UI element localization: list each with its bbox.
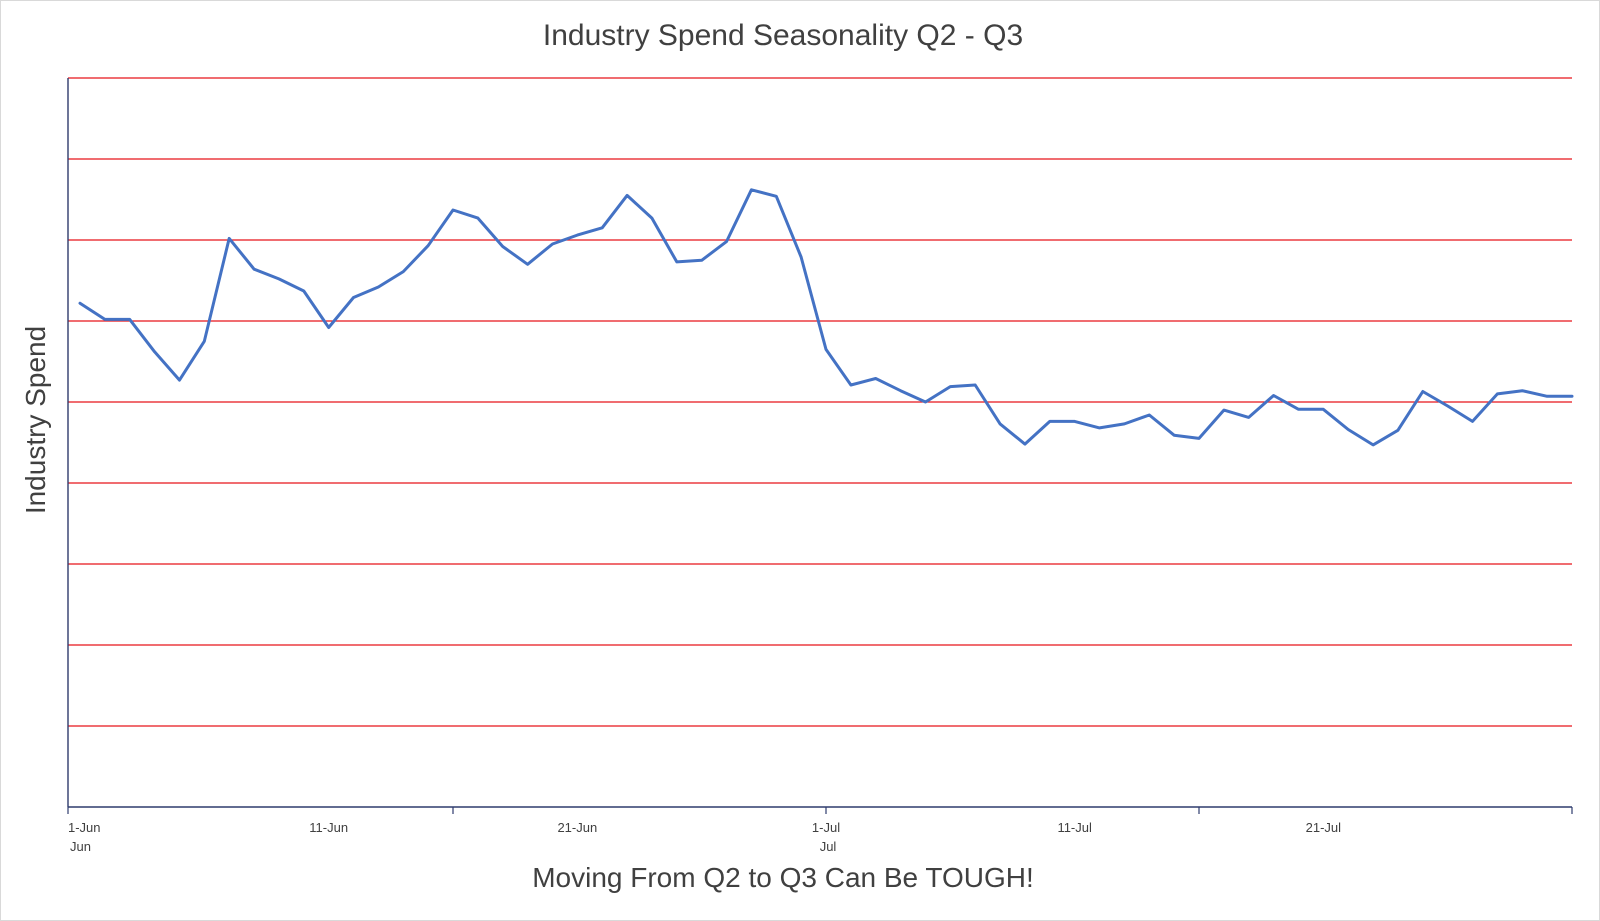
x-tick-label: 21-Jun (557, 820, 597, 835)
x-tick-label: 11-Jul (1057, 820, 1092, 835)
chart-title: Industry Spend Seasonality Q2 - Q3 (543, 19, 1023, 52)
series-line (78, 188, 1574, 447)
x-axis-ticks (67, 807, 1573, 814)
x-axis-labels: 1-Jun Jun 11-Jun 21-Jun 1-Jul Jul 11-Jul 21-Jul (68, 820, 1341, 854)
x-tick-label: 1-Jul (812, 820, 840, 835)
x-axis-title: Moving From Q2 to Q3 Can Be TOUGH! (532, 862, 1034, 893)
y-axis-title: Industry Spend (20, 326, 51, 514)
series-layer (78, 188, 1574, 447)
x-group-label: Jun (70, 839, 91, 854)
x-tick-label: 1-Jun (68, 820, 101, 835)
x-tick-label: 21-Jul (1306, 820, 1342, 835)
x-group-label: Jul (820, 839, 837, 854)
gridlines (68, 77, 1572, 727)
x-tick-label: 11-Jun (309, 820, 348, 835)
